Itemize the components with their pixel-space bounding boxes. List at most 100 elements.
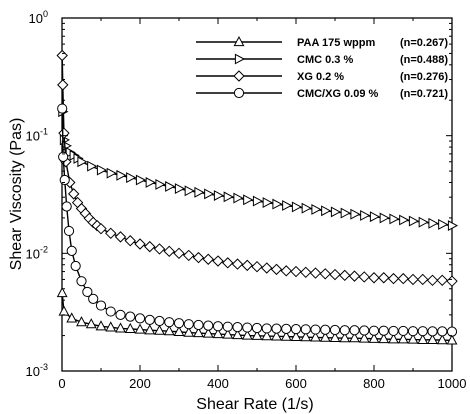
data-point	[184, 185, 195, 197]
data-point	[290, 265, 302, 278]
y-tick-label-base: 10	[26, 129, 40, 144]
data-point	[66, 312, 78, 323]
data-point	[233, 192, 244, 204]
legend-n-value: (n=0.488)	[400, 54, 448, 66]
y-tick-label-exp: -2	[40, 244, 48, 254]
y-tick-label: 100	[29, 9, 48, 26]
data-point	[66, 245, 77, 256]
data-point	[397, 272, 409, 285]
data-point	[56, 49, 68, 62]
data-point	[232, 329, 243, 340]
data-point	[311, 204, 322, 215]
data-point	[165, 181, 176, 192]
data-point	[115, 322, 126, 333]
data-point	[193, 319, 204, 331]
data-point	[388, 333, 399, 344]
data-point	[105, 306, 116, 317]
data-point	[59, 174, 70, 186]
data-point	[164, 317, 175, 328]
series-line	[61, 55, 453, 282]
y-tick-label-base: 10	[26, 246, 40, 261]
legend-label: XG 0.2 %	[297, 71, 344, 83]
data-point	[369, 211, 381, 223]
data-point	[290, 324, 302, 335]
data-point	[447, 220, 459, 232]
data-point	[153, 243, 166, 255]
x-tick-label: 400	[207, 376, 229, 391]
y-tick-label-base: 10	[29, 11, 43, 26]
data-point	[417, 333, 429, 344]
data-point	[329, 268, 341, 281]
data-point	[251, 260, 263, 273]
data-point	[446, 275, 458, 287]
legend-item: CMC/XG 0.09 % (n=0.721)	[196, 87, 448, 100]
data-point	[56, 286, 68, 298]
data-point	[272, 198, 283, 210]
data-point	[282, 200, 293, 211]
data-point	[183, 326, 195, 337]
data-point	[358, 271, 370, 283]
data-point	[350, 208, 361, 220]
data-point	[155, 179, 166, 190]
data-point	[95, 300, 107, 311]
data-point	[222, 321, 233, 332]
data-point	[398, 325, 409, 337]
data-point	[213, 190, 225, 201]
data-point	[95, 222, 107, 235]
data-point	[271, 323, 282, 334]
data-point	[116, 169, 127, 181]
data-point	[300, 324, 311, 335]
data-point	[388, 325, 399, 337]
y-tick-label: 10-3	[26, 362, 48, 379]
data-point	[163, 325, 175, 336]
data-point	[349, 332, 360, 343]
axis-ticks	[61, 17, 453, 372]
data-point	[231, 258, 244, 270]
data-point	[58, 305, 70, 316]
data-point	[126, 172, 137, 184]
legend-n-value: (n=0.267)	[400, 37, 448, 49]
data-point	[358, 332, 370, 343]
data-point	[427, 326, 438, 337]
data-point	[204, 188, 215, 200]
data-point	[135, 174, 147, 186]
data-point	[280, 265, 292, 277]
data-point	[124, 235, 136, 247]
legend: PAA 175 wppm (n=0.267) CMC 0.3 % (n=0.488) X…	[196, 35, 448, 100]
data-point	[330, 206, 342, 218]
x-tick-label: 800	[363, 376, 385, 391]
data-point	[446, 326, 458, 337]
data-point	[261, 262, 273, 274]
data-point	[82, 286, 93, 298]
data-point	[242, 322, 253, 333]
data-point	[437, 326, 448, 337]
legend-item: XG 0.2 % (n=0.276)	[196, 70, 448, 83]
y-axis-title: Shear Viscosity (Pas)	[8, 118, 25, 271]
legend-label: PAA 175 wppm	[297, 37, 375, 49]
data-point	[436, 274, 448, 287]
data-point	[281, 323, 292, 334]
data-point	[378, 332, 390, 344]
data-point	[271, 330, 282, 341]
data-point	[202, 327, 214, 338]
data-point	[63, 225, 75, 237]
data-point	[359, 325, 370, 336]
y-tick-label: 10-2	[26, 244, 48, 261]
data-point	[243, 194, 254, 206]
legend-label: CMC/XG 0.09 %	[297, 88, 379, 100]
data-point	[193, 327, 204, 338]
data-point	[408, 215, 420, 227]
plot-area	[56, 49, 459, 345]
data-point	[212, 321, 224, 332]
data-point	[212, 255, 224, 267]
data-point	[321, 205, 332, 217]
data-point	[418, 216, 429, 228]
data-point	[270, 263, 283, 276]
data-point	[261, 323, 272, 334]
data-point	[340, 207, 351, 219]
data-point	[222, 328, 234, 339]
data-point	[134, 313, 146, 324]
legend-item: CMC 0.3 % (n=0.488)	[196, 53, 448, 66]
data-point	[144, 324, 156, 335]
